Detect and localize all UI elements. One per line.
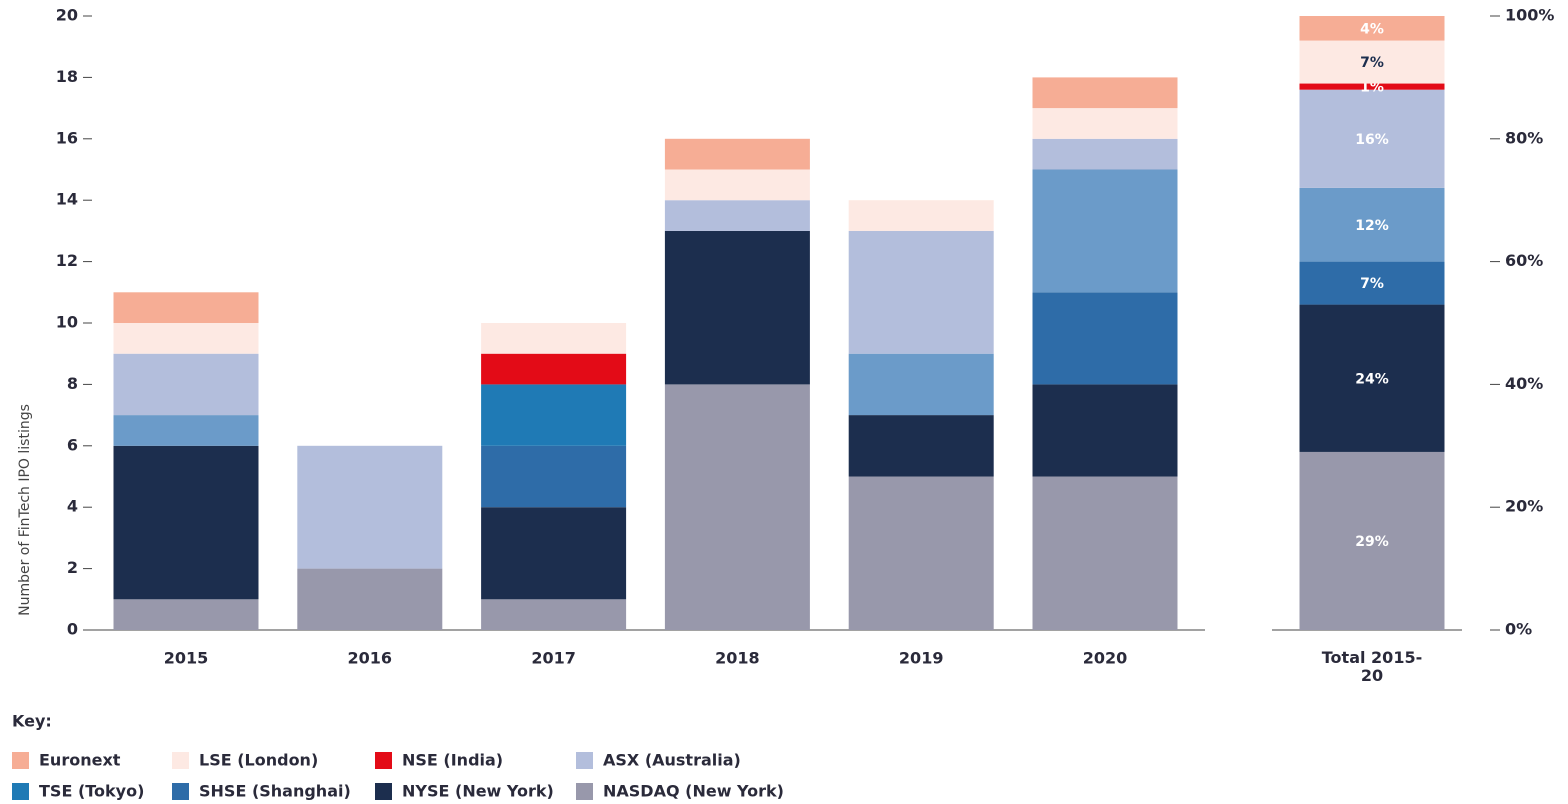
bar-segment — [1032, 169, 1178, 293]
x-tick-label: 2016 — [348, 649, 393, 668]
legend-swatch — [172, 783, 189, 800]
bar-segment — [113, 415, 259, 446]
legend-label: LSE (London) — [199, 751, 318, 770]
bar-segment — [848, 415, 994, 477]
bar-segment — [113, 323, 259, 354]
bar-segment — [1032, 292, 1178, 385]
legend-swatch — [12, 783, 29, 800]
legend-swatch — [576, 752, 593, 769]
y-tick-label: 12 — [56, 251, 78, 270]
bar-segment — [481, 323, 627, 354]
bar-segment — [1032, 108, 1178, 139]
bar-segment — [113, 353, 259, 416]
bar-segment — [664, 230, 810, 385]
bar-segment — [1299, 40, 1445, 84]
bar-segment — [1032, 77, 1178, 109]
bar-segment — [481, 445, 627, 508]
x-tick-label: Total 2015-20 — [1321, 648, 1423, 685]
bar-segment — [1299, 261, 1445, 305]
x-tick-label: 2020 — [1083, 649, 1128, 668]
data-label: 16% — [1355, 132, 1389, 148]
bar-segment — [481, 384, 627, 446]
y2-tick-label: 80% — [1505, 128, 1543, 147]
y-tick-label: 18 — [56, 67, 78, 86]
data-label: 1% — [1360, 80, 1384, 96]
bar-segment — [1032, 138, 1178, 170]
bar-segment — [848, 200, 994, 231]
bar-segment — [113, 445, 259, 600]
legend-label: Euronext — [39, 751, 121, 770]
y-tick-label: 10 — [56, 313, 78, 332]
y2-tick-label: 60% — [1505, 251, 1543, 270]
bar-segment — [481, 599, 627, 630]
bar-segment — [1299, 83, 1445, 90]
bar-segment — [1032, 476, 1178, 630]
bar-segment — [664, 384, 810, 630]
data-label: 4% — [1360, 21, 1384, 37]
bar-segment — [848, 230, 994, 354]
x-tick-label: 2019 — [899, 649, 944, 668]
data-label: 7% — [1360, 55, 1384, 71]
legend-label: NYSE (New York) — [402, 782, 554, 801]
bar-segment — [1299, 451, 1445, 630]
y2-tick-label: 0% — [1505, 620, 1532, 639]
x-tick-label: 2015 — [164, 649, 209, 668]
legend-label: ASX (Australia) — [603, 751, 741, 770]
legend-swatch — [576, 783, 593, 800]
data-label: 7% — [1360, 276, 1384, 292]
bar-segment — [1299, 16, 1445, 41]
bar-segment — [664, 138, 810, 170]
bar-segment — [848, 476, 994, 630]
y-tick-label: 6 — [67, 435, 78, 454]
y-tick-label: 8 — [67, 374, 78, 393]
bar-segment — [664, 200, 810, 231]
bar-segment — [113, 599, 259, 630]
y-tick-label: 4 — [67, 497, 78, 516]
x-tick-label: 2018 — [715, 649, 760, 668]
data-label: 29% — [1355, 534, 1389, 550]
data-label: 24% — [1355, 371, 1389, 387]
legend-swatch — [375, 752, 392, 769]
legend-label: NASDAQ (New York) — [603, 782, 784, 801]
bar-segment — [481, 353, 627, 385]
legend-swatch — [375, 783, 392, 800]
bar-segment — [1299, 187, 1445, 262]
y-axis-label: Number of FinTech IPO listings — [17, 404, 33, 616]
bar-segment — [1032, 384, 1178, 477]
data-label: 12% — [1355, 218, 1389, 234]
legend-label: NSE (India) — [402, 751, 503, 770]
y2-tick-label: 40% — [1505, 374, 1543, 393]
bar-segment — [297, 445, 443, 569]
y-tick-label: 16 — [56, 128, 78, 147]
legend-swatch — [12, 752, 29, 769]
bar-segment — [664, 169, 810, 201]
legend-label: TSE (Tokyo) — [39, 782, 144, 801]
bar-segment — [1299, 304, 1445, 452]
y-tick-label: 14 — [56, 190, 78, 209]
bar-segment — [113, 292, 259, 323]
bar-segment — [848, 353, 994, 416]
legend-label: SHSE (Shanghai) — [199, 782, 351, 801]
legend-swatch — [172, 752, 189, 769]
y-tick-label: 2 — [67, 558, 78, 577]
y-tick-label: 0 — [67, 620, 78, 639]
bar-segment — [1299, 89, 1445, 188]
y2-tick-label: 20% — [1505, 497, 1543, 516]
bar-segment — [297, 568, 443, 630]
legend-title: Key: — [12, 712, 52, 731]
y-tick-label: 20 — [56, 6, 78, 25]
y2-tick-label: 100% — [1505, 6, 1554, 25]
x-tick-label: 2017 — [531, 649, 576, 668]
bar-segment — [481, 507, 627, 600]
